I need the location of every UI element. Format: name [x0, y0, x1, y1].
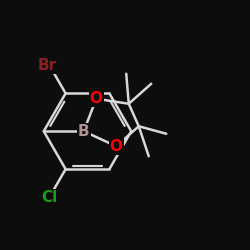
Text: B: B — [78, 124, 90, 139]
Text: Br: Br — [37, 58, 56, 73]
Text: Cl: Cl — [41, 190, 58, 205]
Text: O: O — [90, 91, 103, 106]
Text: O: O — [110, 139, 123, 154]
